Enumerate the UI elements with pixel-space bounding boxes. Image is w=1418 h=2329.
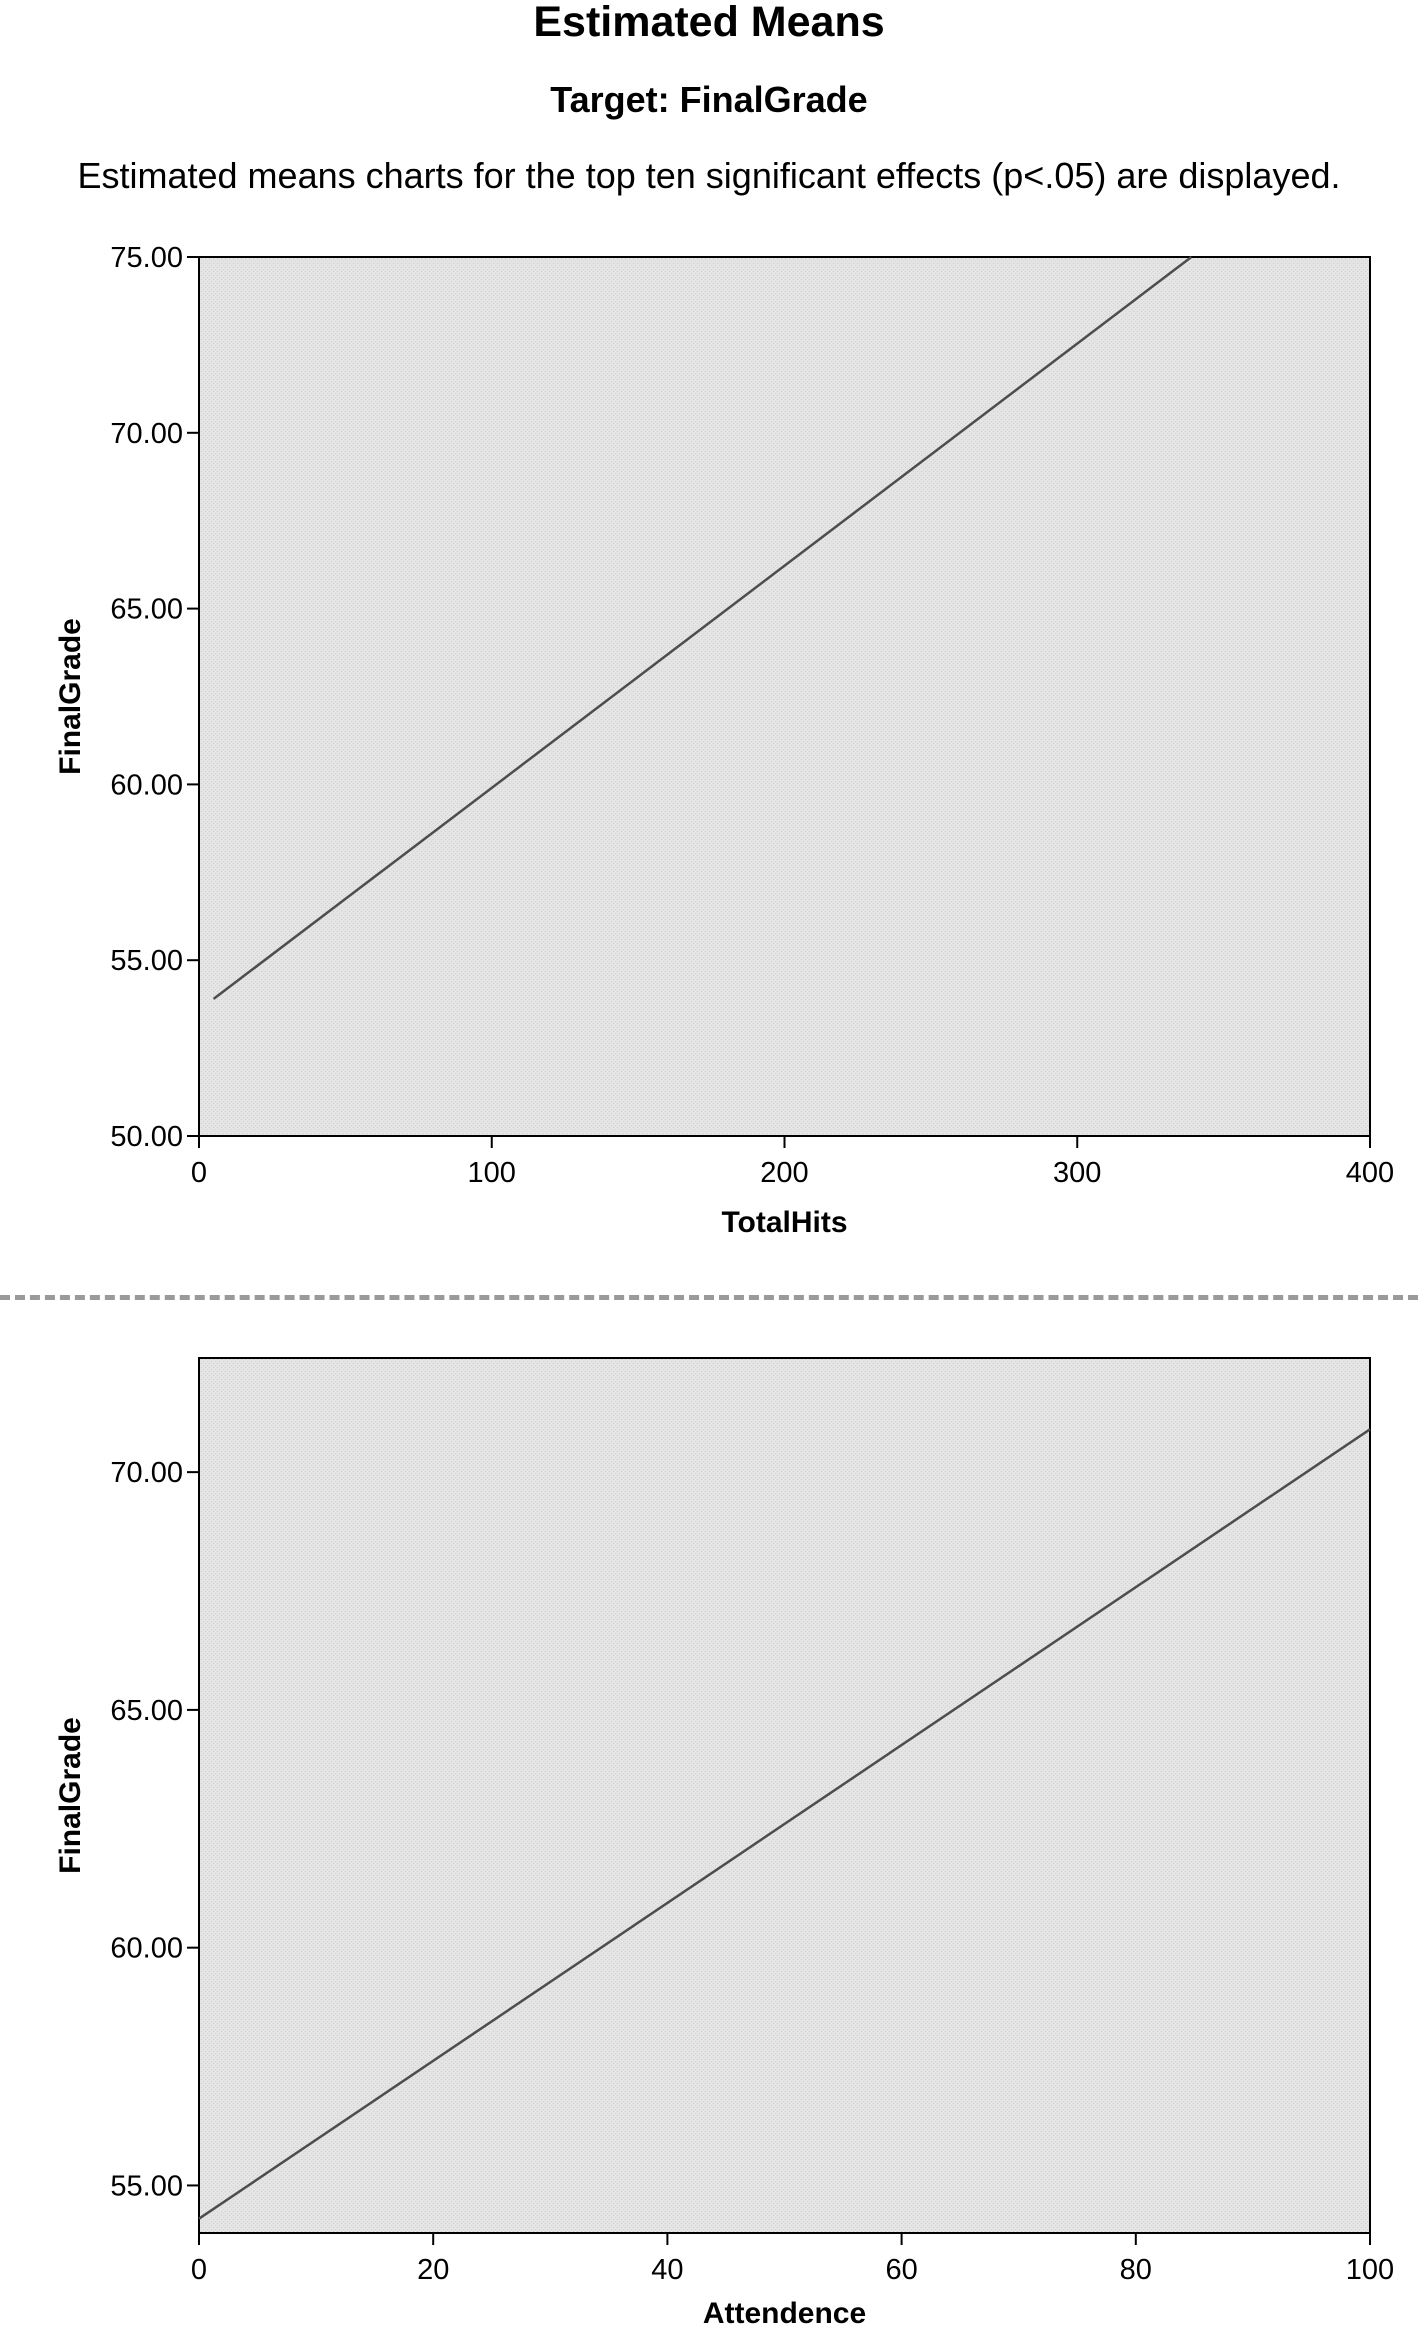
- page-title: Estimated Means: [533, 0, 885, 46]
- y-tick-label: 65.00: [110, 594, 183, 626]
- x-tick-label: 20: [417, 2254, 449, 2286]
- x-axis-label: Attendence: [703, 2297, 866, 2329]
- chart-separator: [0, 1295, 1418, 1300]
- y-tick-label: 60.00: [110, 1933, 183, 1965]
- chart-attendence: 55.00 60.00 65.00 70.00 0 20 40 60 80 100 Attenden…: [54, 1357, 1394, 2329]
- chart-totalhits: 50.00 55.00 60.00 65.00 70.00 75.00 0 100 200 300…: [54, 242, 1394, 1239]
- y-tick-label: 70.00: [110, 1457, 183, 1489]
- series-line: [212, 256, 1193, 1000]
- x-tick-label: 0: [191, 2254, 207, 2286]
- x-tick-label: 0: [191, 1157, 207, 1189]
- x-tick-label: 60: [885, 2254, 917, 2286]
- x-tick-label: 300: [1053, 1157, 1101, 1189]
- x-axis-label: TotalHits: [721, 1206, 847, 1239]
- x-tick-label: 100: [468, 1157, 516, 1189]
- x-tick-label: 400: [1346, 1157, 1394, 1189]
- y-axis-label: FinalGrade: [54, 618, 87, 775]
- y-tick-label: 65.00: [110, 1695, 183, 1727]
- page-note: Estimated means charts for the top ten s…: [77, 155, 1341, 196]
- y-tick-label: 60.00: [110, 769, 183, 801]
- y-tick-label: 55.00: [110, 945, 183, 977]
- y-tick-label: 70.00: [110, 418, 183, 450]
- x-tick-label: 100: [1346, 2254, 1394, 2286]
- y-tick-label: 55.00: [110, 2170, 183, 2202]
- x-tick-label: 200: [760, 1157, 808, 1189]
- y-axis-label: FinalGrade: [54, 1717, 87, 1874]
- x-tick-label: 40: [651, 2254, 683, 2286]
- page-subtitle: Target: FinalGrade: [550, 79, 868, 120]
- y-tick-label: 75.00: [110, 242, 183, 274]
- series-line: [198, 1428, 1371, 2220]
- plot-area: [198, 256, 1371, 1137]
- x-tick-label: 80: [1120, 2254, 1152, 2286]
- y-tick-label: 50.00: [110, 1121, 183, 1153]
